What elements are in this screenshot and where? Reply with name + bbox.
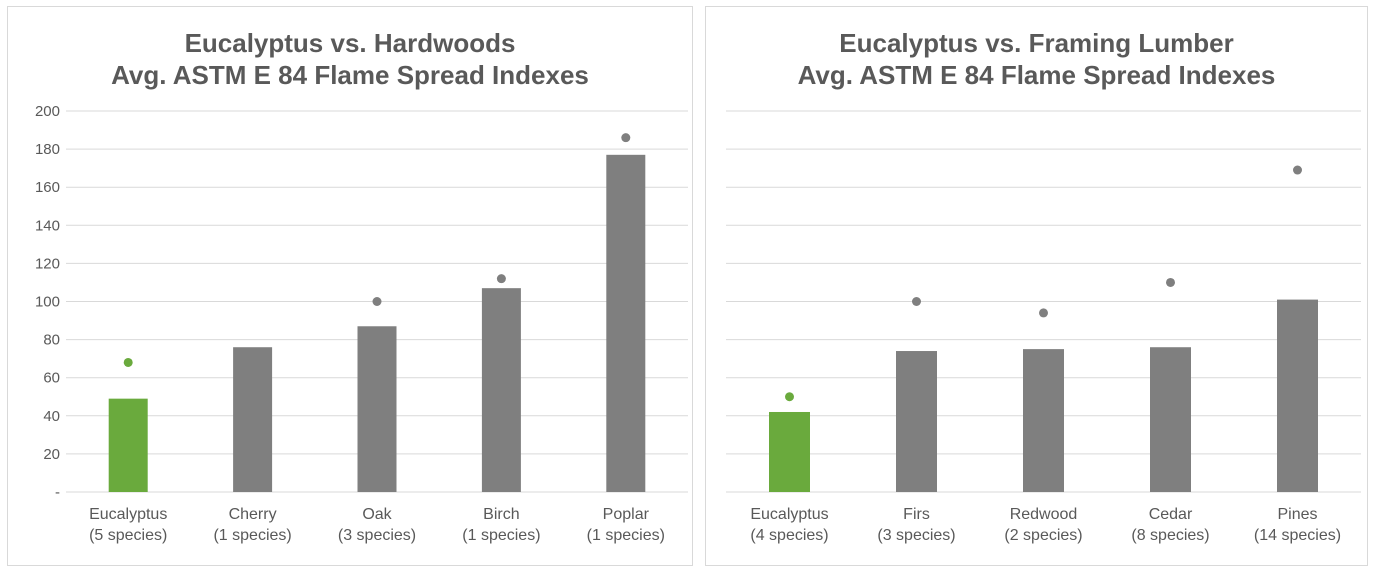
y-tick-label: 200 — [35, 103, 60, 120]
x-category-label: (1 species) — [462, 527, 540, 544]
y-tick-label: 60 — [43, 370, 60, 387]
x-category-label: (1 species) — [587, 527, 665, 544]
bar — [108, 398, 148, 492]
x-category-label: Firs — [903, 506, 930, 523]
chart-title: Eucalyptus vs. Hardwoods Avg. ASTM E 84 … — [8, 27, 692, 91]
x-category-label: Poplar — [603, 506, 650, 523]
y-tick-label: 80 — [43, 332, 60, 349]
chart-title-line-1: Eucalyptus vs. Framing Lumber — [839, 28, 1234, 58]
y-tick-label: 120 — [35, 255, 60, 272]
marker-point — [1166, 277, 1175, 287]
x-category-label: (14 species) — [1254, 527, 1341, 544]
marker-point — [372, 297, 382, 306]
x-category-label: (5 species) — [89, 527, 167, 544]
bar — [1277, 299, 1318, 492]
x-category-label: Pines — [1277, 506, 1317, 523]
y-tick-label: 160 — [35, 179, 60, 196]
y-tick-label: - — [55, 484, 60, 501]
x-category-label: Eucalyptus — [89, 506, 167, 523]
chart-title-line-1: Eucalyptus vs. Hardwoods — [184, 28, 516, 58]
x-category-label: Cedar — [1149, 506, 1193, 523]
y-tick-label: 180 — [35, 141, 60, 158]
marker-point — [912, 297, 921, 306]
bar — [769, 411, 810, 492]
marker-point — [1293, 165, 1302, 175]
x-category-label: (2 species) — [1004, 527, 1082, 544]
y-tick-label: 40 — [43, 408, 60, 425]
x-category-label: (3 species) — [877, 527, 955, 544]
x-category-label: (1 species) — [213, 527, 291, 544]
x-category-label: (4 species) — [750, 527, 828, 544]
marker-point — [785, 392, 794, 402]
x-category-label: Oak — [362, 506, 392, 523]
bar — [357, 326, 397, 492]
y-tick-label: 140 — [35, 217, 60, 234]
chart-title-line-2: Avg. ASTM E 84 Flame Spread Indexes — [111, 60, 589, 90]
chart-title-line-2: Avg. ASTM E 84 Flame Spread Indexes — [797, 60, 1276, 90]
bar — [1023, 349, 1064, 492]
x-category-label: (8 species) — [1131, 527, 1209, 544]
bar — [606, 154, 646, 492]
x-category-label: Birch — [483, 506, 519, 523]
marker-point — [496, 274, 506, 284]
bar — [896, 351, 937, 492]
bar — [1150, 347, 1191, 492]
x-category-label: Eucalyptus — [750, 506, 828, 523]
chart-title: Eucalyptus vs. Framing Lumber Avg. ASTM … — [706, 27, 1367, 91]
y-tick-label: 20 — [43, 446, 60, 463]
bar — [481, 288, 521, 492]
bar-chart-hardwoods: - 20 40 60 80 100 120 140 160 180 200 Eucalyptus (5 … — [35, 103, 688, 544]
bar — [233, 347, 273, 492]
y-tick-label: 100 — [35, 294, 60, 311]
marker-point — [1039, 308, 1048, 318]
chart-panel-framing-lumber: Eucalyptus vs. Framing Lumber Avg. ASTM … — [705, 6, 1368, 566]
bar-chart-framing-lumber: Eucalyptus (4 species) Firs (3 species) Redw… — [726, 110, 1361, 544]
x-category-label: Cherry — [229, 506, 277, 523]
marker-point — [621, 133, 631, 143]
marker-point — [123, 357, 133, 367]
x-category-label: Redwood — [1010, 506, 1078, 523]
chart-panel-hardwoods: Eucalyptus vs. Hardwoods Avg. ASTM E 84 … — [7, 6, 693, 566]
x-category-label: (3 species) — [338, 527, 416, 544]
